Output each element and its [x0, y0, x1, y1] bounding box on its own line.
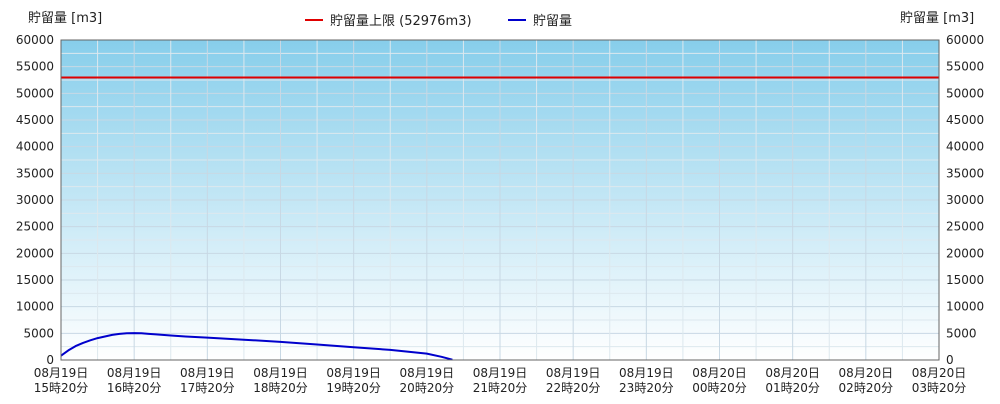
x-tick-date-label: 08月19日 — [34, 366, 89, 380]
x-tick-time-label: 23時20分 — [619, 381, 674, 395]
y-tick-label-left: 40000 — [16, 140, 54, 154]
x-tick-date-label: 08月20日 — [765, 366, 820, 380]
x-tick-time-label: 19時20分 — [326, 381, 381, 395]
y-tick-label-left: 50000 — [16, 86, 54, 100]
y-tick-label-right: 20000 — [946, 246, 984, 260]
x-tick-date-label: 08月19日 — [326, 366, 381, 380]
grid-lines — [60, 39, 940, 361]
x-tick-date-label: 08月20日 — [692, 366, 747, 380]
y-tick-label-right: 10000 — [946, 300, 984, 314]
y-tick-label-right: 50000 — [946, 86, 984, 100]
plot-frame — [60, 39, 940, 361]
x-tick-time-label: 15時20分 — [34, 381, 89, 395]
y-axis-title-left: 貯留量 [m3] — [28, 11, 102, 26]
x-tick-time-label: 22時20分 — [546, 381, 601, 395]
x-tick-date-label: 08月19日 — [180, 366, 235, 380]
y-tick-label-right: 0 — [946, 353, 954, 367]
x-tick-date-label: 08月19日 — [107, 366, 162, 380]
y-tick-label-right: 45000 — [946, 113, 984, 127]
x-tick-date-label: 08月19日 — [473, 366, 528, 380]
y-tick-label-left: 10000 — [16, 300, 54, 314]
x-tick-date-label: 08月20日 — [839, 366, 894, 380]
x-tick-time-label: 03時20分 — [912, 381, 967, 395]
y-tick-label-right: 35000 — [946, 166, 984, 180]
y-tick-label-right: 60000 — [946, 33, 984, 47]
y-tick-label-right: 15000 — [946, 273, 984, 287]
x-tick-date-label: 08月20日 — [912, 366, 967, 380]
y-tick-label-left: 5000 — [23, 326, 54, 340]
y-tick-label-left: 35000 — [16, 166, 54, 180]
y-tick-label-left: 15000 — [16, 273, 54, 287]
y-tick-label-right: 30000 — [946, 193, 984, 207]
x-tick-date-label: 08月19日 — [400, 366, 455, 380]
y-tick-label-right: 40000 — [946, 140, 984, 154]
y-tick-label-left: 45000 — [16, 113, 54, 127]
series-layer — [60, 76, 939, 361]
y-tick-label-left: 55000 — [16, 60, 54, 74]
x-tick-time-label: 16時20分 — [107, 381, 162, 395]
x-tick-time-label: 02時20分 — [839, 381, 894, 395]
x-tick-time-label: 21時20分 — [473, 381, 528, 395]
legend-storage-label: 貯留量 — [533, 14, 572, 29]
y-tick-label-right: 25000 — [946, 220, 984, 234]
x-tick-time-label: 01時20分 — [765, 381, 820, 395]
y-tick-label-left: 0 — [46, 353, 54, 367]
x-tick-time-label: 20時20分 — [400, 381, 455, 395]
y-axis-title-right: 貯留量 [m3] — [900, 11, 974, 26]
x-tick-time-label: 18時20分 — [253, 381, 308, 395]
y-tick-label-left: 60000 — [16, 33, 54, 47]
x-tick-date-label: 08月19日 — [253, 366, 308, 380]
y-tick-label-left: 25000 — [16, 220, 54, 234]
y-tick-label-left: 20000 — [16, 246, 54, 260]
x-tick-time-label: 00時20分 — [692, 381, 747, 395]
tick-labels: 0 0 5000 5000 10000 10000 15000 15000 20000 20000… — [16, 33, 984, 395]
y-tick-label-right: 55000 — [946, 60, 984, 74]
y-tick-label-right: 5000 — [946, 326, 977, 340]
y-tick-label-left: 30000 — [16, 193, 54, 207]
legend-limit-label: 貯留量上限 (52976m3) — [330, 14, 472, 29]
x-tick-date-label: 08月19日 — [619, 366, 674, 380]
x-tick-time-label: 17時20分 — [180, 381, 235, 395]
storage-series-line — [60, 332, 453, 361]
x-tick-date-label: 08月19日 — [546, 366, 601, 380]
legend: 貯留量上限 (52976m3) 貯留量 — [305, 14, 572, 29]
